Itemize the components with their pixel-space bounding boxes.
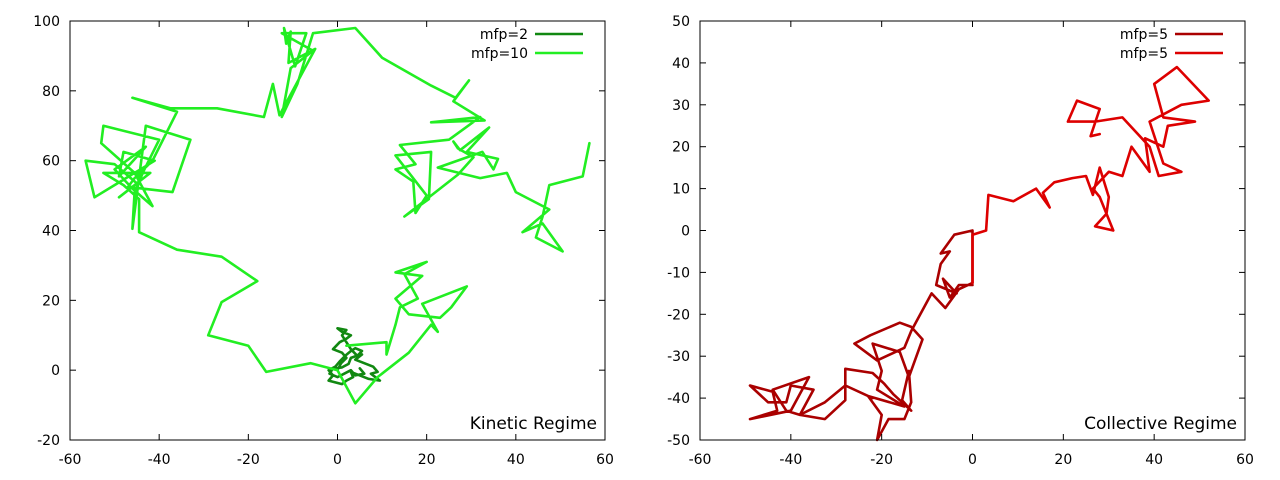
kinetic-chart: -60 -40 -20 0 20 40 60 -20 0 20 40 60 80 100 mfp=2 mfp=…: [33, 14, 614, 468]
series-line-0-2: [336, 260, 469, 405]
x-tick-label: -40: [148, 452, 171, 468]
x-tick-label: -60: [689, 452, 712, 468]
y-tick-label: -40: [667, 391, 690, 407]
series-line-1-1: [971, 65, 1210, 285]
x-tick-label: 60: [1236, 452, 1254, 468]
x-tick-label: -20: [237, 452, 260, 468]
y-tick-label: -50: [667, 433, 690, 449]
y-tick-label: 20: [42, 293, 60, 309]
y-tick-label: -20: [667, 307, 690, 323]
legend-label: mfp=2: [480, 27, 528, 43]
y-tick-label: -30: [667, 349, 690, 365]
y-tick-label: 0: [681, 224, 690, 240]
x-tick-label: 0: [968, 452, 977, 468]
regime-label: Collective Regime: [1084, 414, 1237, 434]
y-tick-label: 60: [42, 154, 60, 170]
y-tick-label: 80: [42, 84, 60, 100]
y-tick-label: 10: [672, 182, 690, 198]
x-tick-label: 20: [418, 452, 436, 468]
regime-label: Kinetic Regime: [470, 414, 597, 434]
legend-label: mfp=5: [1120, 46, 1168, 62]
legend-label: mfp=5: [1120, 27, 1168, 43]
y-tick-label: 50: [672, 14, 690, 30]
x-tick-label: 0: [333, 452, 342, 468]
y-tick-label: 20: [672, 140, 690, 156]
series-line-0-1: [84, 26, 591, 374]
y-tick-label: 100: [33, 14, 60, 30]
x-tick-label: 60: [596, 452, 614, 468]
y-tick-label: -20: [37, 433, 60, 449]
series-line-1-0: [748, 229, 974, 442]
y-tick-label: 0: [51, 363, 60, 379]
y-tick-label: 30: [672, 98, 690, 114]
x-tick-label: -40: [779, 452, 802, 468]
x-tick-label: -20: [870, 452, 893, 468]
x-tick-label: 40: [507, 452, 525, 468]
x-tick-label: 20: [1054, 452, 1072, 468]
legend-label: mfp=10: [471, 46, 528, 62]
y-tick-label: 40: [672, 56, 690, 72]
series-line-0-0: [327, 327, 382, 386]
x-tick-label: -60: [59, 452, 82, 468]
y-tick-label: 40: [42, 224, 60, 240]
collective-chart: -60 -40 -20 0 20 40 60 -50 -40 -30 -20 -10 0 10 20 30 40…: [667, 14, 1254, 468]
y-tick-label: -10: [667, 265, 690, 281]
x-tick-label: 40: [1145, 452, 1163, 468]
